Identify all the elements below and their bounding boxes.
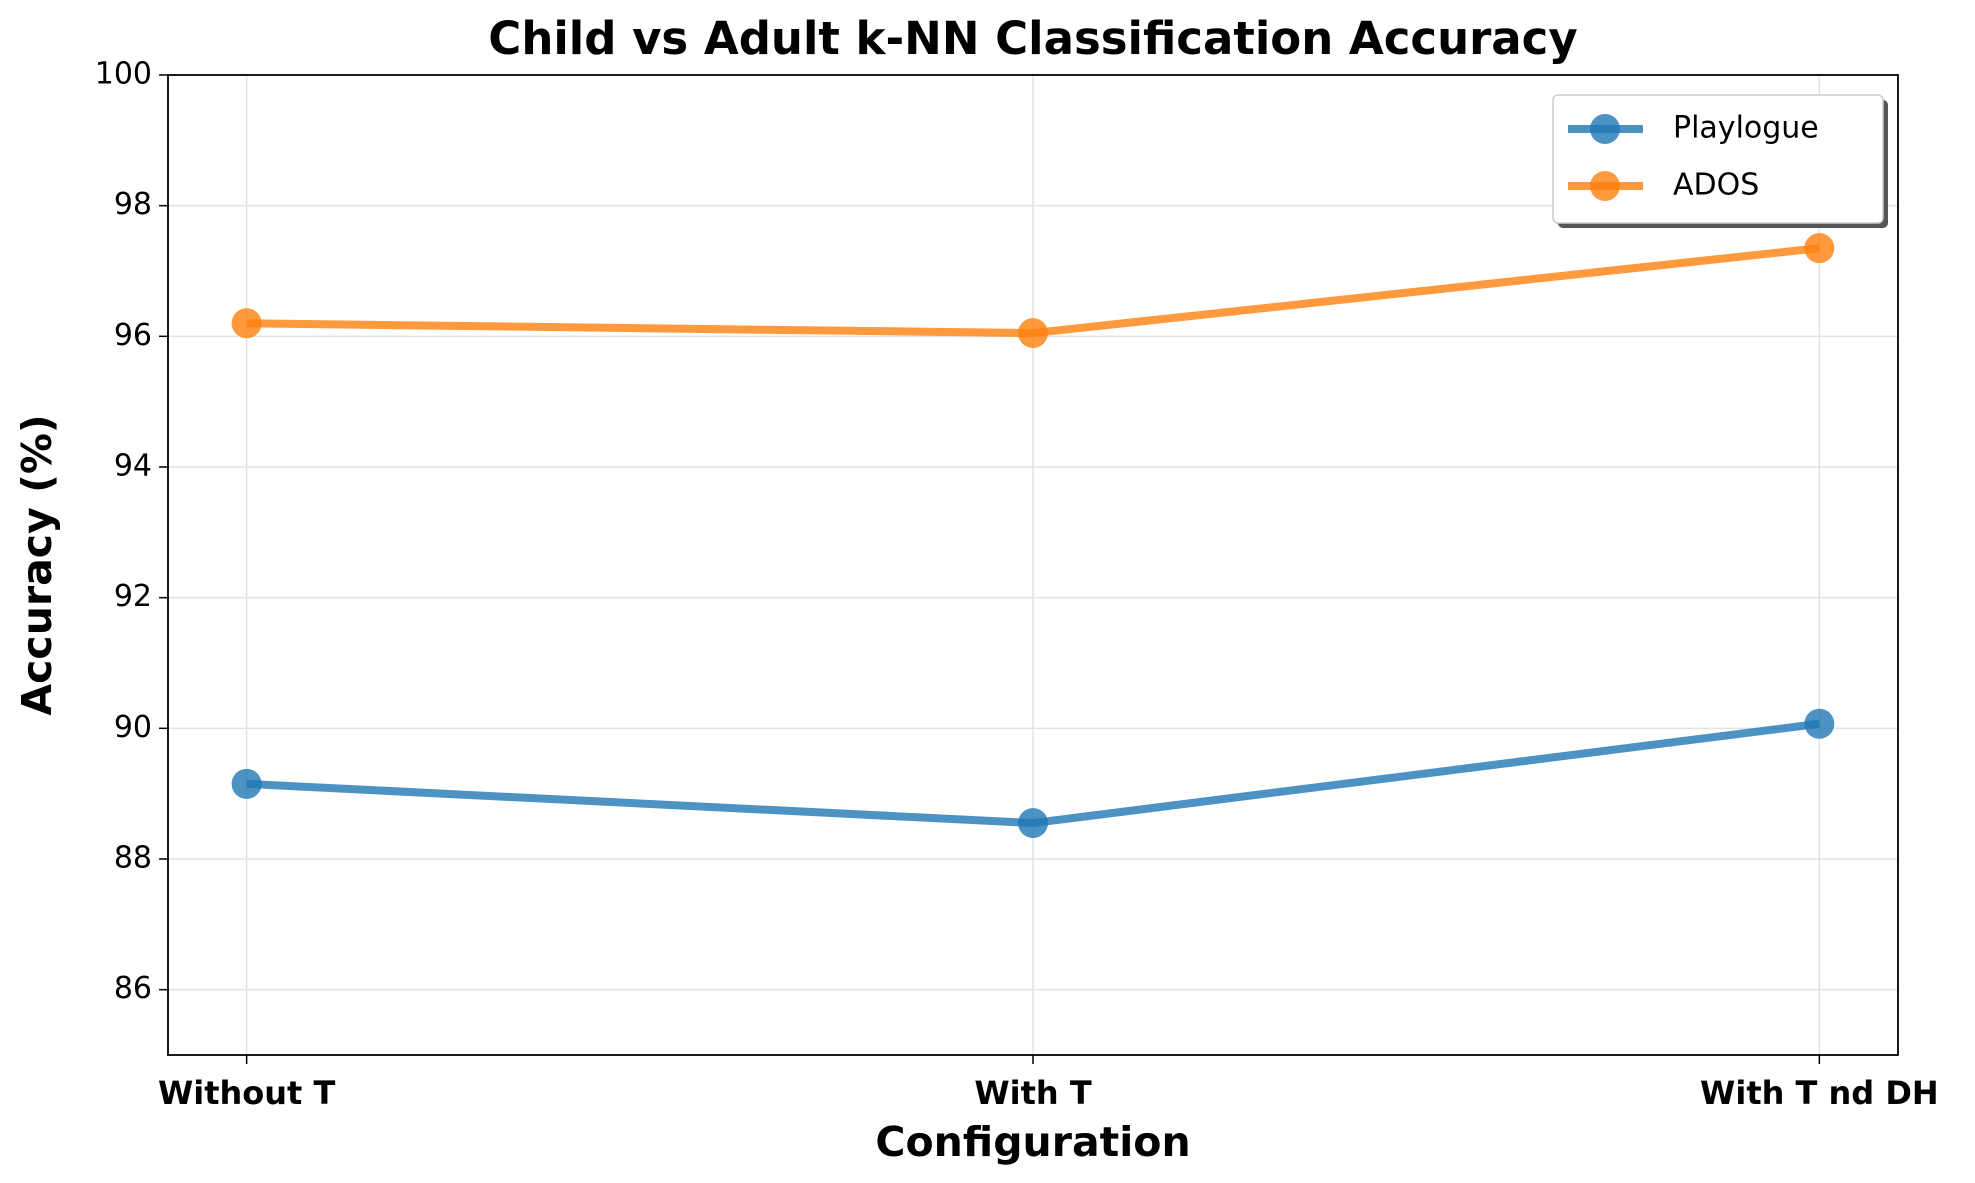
legend-marker [1590, 171, 1620, 201]
y-tick-label: 96 [114, 318, 152, 353]
x-tick-label: With T nd DH [1700, 1074, 1939, 1112]
legend-label: ADOS [1673, 168, 1759, 203]
y-tick-label: 86 [114, 971, 152, 1006]
data-point [1804, 233, 1835, 264]
x-tick-label: With T [974, 1074, 1091, 1112]
y-tick-label: 98 [114, 187, 152, 222]
data-point [231, 768, 262, 799]
legend-label: Playlogue [1673, 111, 1819, 146]
legend-marker [1590, 114, 1620, 144]
plot-frame [167, 74, 1899, 1056]
x-tick-label: Without T [158, 1074, 336, 1112]
y-tick-label: 92 [114, 579, 152, 614]
chart-title: Child vs Adult k-NN Classification Accur… [488, 12, 1577, 65]
data-point [231, 308, 262, 339]
x-axis-label: Configuration [875, 1118, 1190, 1166]
y-axis-label: Accuracy (%) [13, 414, 61, 715]
data-point [1804, 708, 1835, 739]
data-point [1018, 808, 1048, 839]
y-tick-label: 88 [114, 841, 152, 876]
data-point [1018, 318, 1048, 349]
y-tick-label: 90 [114, 710, 152, 745]
y-tick-label: 94 [114, 449, 152, 484]
y-tick-label: 100 [95, 57, 152, 92]
